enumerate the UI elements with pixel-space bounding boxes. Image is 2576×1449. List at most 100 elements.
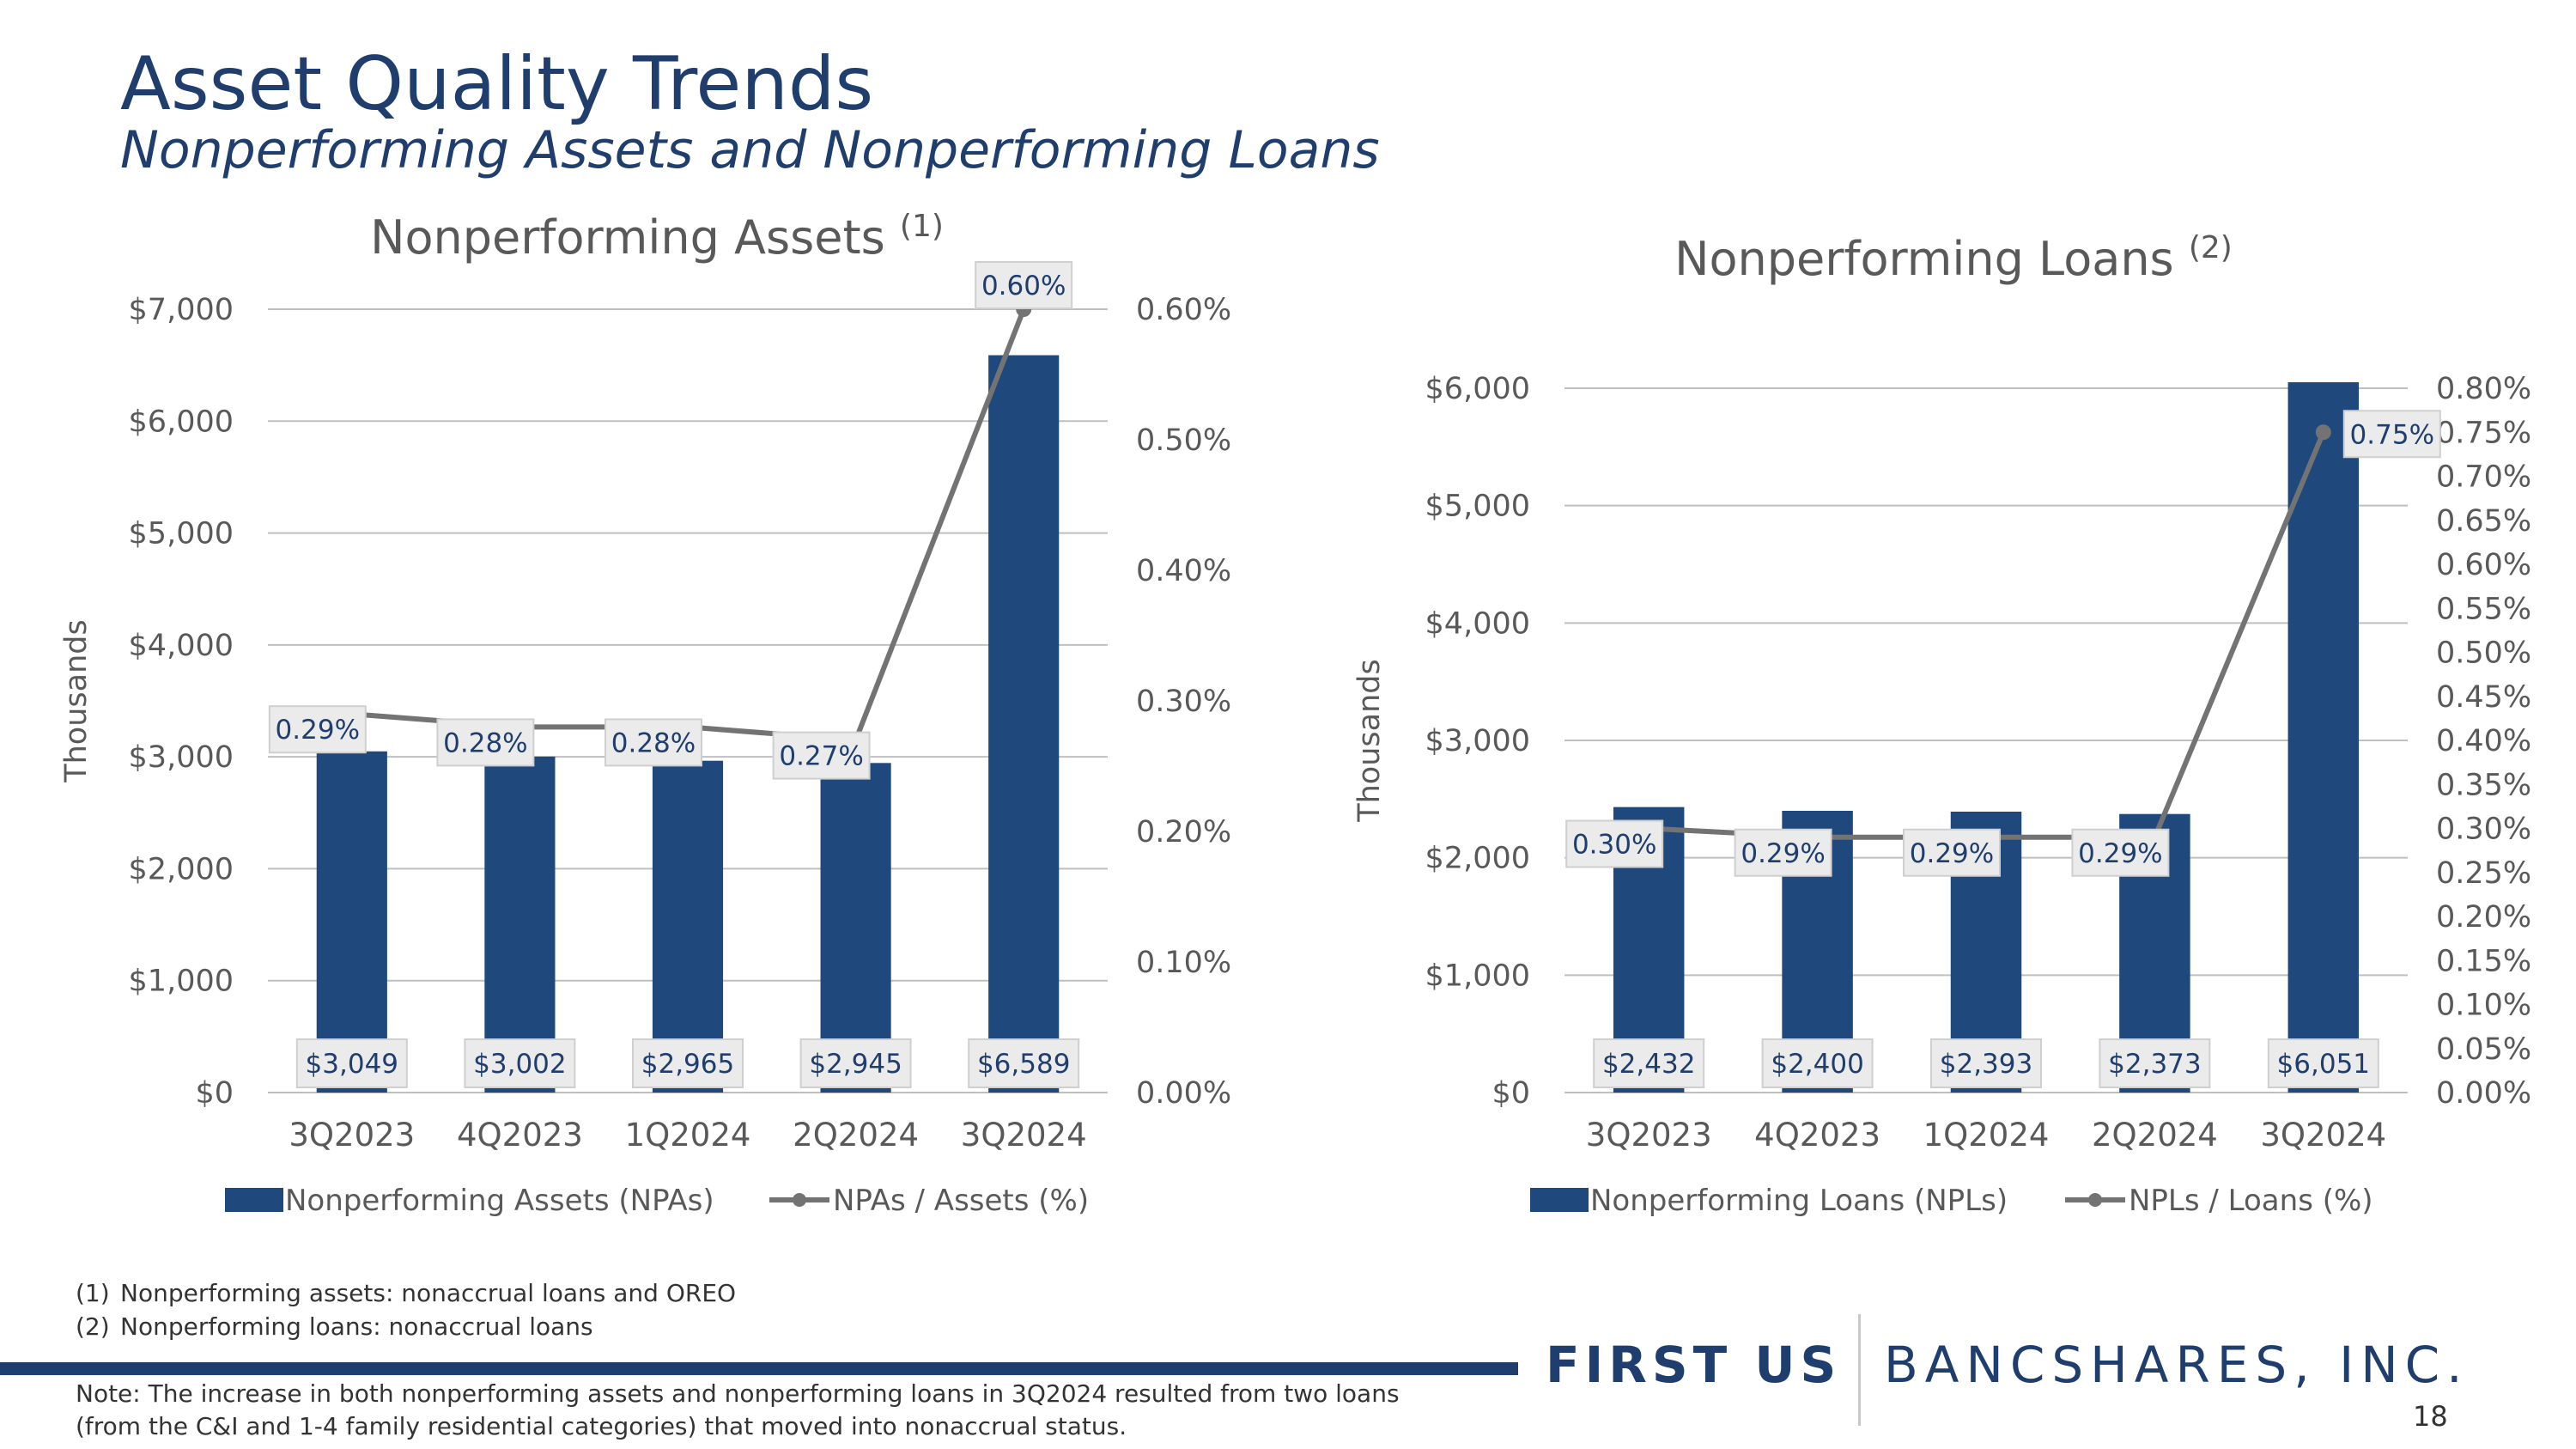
npa-bar-data-label-box xyxy=(799,1038,912,1088)
npa-legend-bar-swatch xyxy=(225,1188,283,1212)
npl-y2-tick-label: 0.30% xyxy=(2436,813,2531,847)
npa-bar-data-label: $2,945 xyxy=(809,1049,902,1080)
npa-y-tick-label: $5,000 xyxy=(129,517,234,551)
npl-line-point xyxy=(2315,424,2331,441)
npa-bar xyxy=(484,756,556,1093)
npl-bar-data-label-box xyxy=(2099,1038,2211,1088)
npl-y2-tick-label: 0.80% xyxy=(2436,372,2531,406)
npl-x-tick-label: 3Q2024 xyxy=(2260,1117,2386,1154)
npl-legend-bar-label: Nonperforming Loans (NPLs) xyxy=(1590,1184,2008,1218)
npa-bar-data-label-box xyxy=(295,1038,408,1088)
footer-divider xyxy=(0,1362,1518,1375)
npa-y-tick-label: $0 xyxy=(195,1076,234,1111)
npl-legend-line-marker xyxy=(2088,1193,2102,1207)
npl-y2-tick-label: 0.65% xyxy=(2436,504,2531,539)
npl-y-tick-label: $1,000 xyxy=(1425,959,1530,993)
npa-title-sup: (1) xyxy=(900,209,944,244)
footnote-1-text: Nonperforming assets: nonaccrual loans a… xyxy=(120,1279,737,1307)
npl-chart: Nonperforming Loans (2) $0 $1,000 $2,000 $3,… xyxy=(1352,230,2531,1218)
npa-y-tick-label: $2,000 xyxy=(129,852,234,886)
npl-line-data-label: 0.29% xyxy=(1910,838,1994,869)
npa-x-tick-label: 3Q2024 xyxy=(961,1117,1087,1154)
npl-y-tick-label: $5,000 xyxy=(1425,490,1530,524)
npa-bar xyxy=(820,763,891,1093)
npa-x-tick-label: 4Q2023 xyxy=(457,1117,583,1154)
npa-bar xyxy=(988,355,1060,1093)
npa-line-data-label-box xyxy=(975,261,1073,309)
npl-line-data-label-box xyxy=(2342,410,2441,459)
npl-series-line xyxy=(1649,431,2326,840)
page-subtitle: Nonperforming Assets and Nonperforming L… xyxy=(120,120,1380,180)
npl-y2-tick-label: 0.10% xyxy=(2436,989,2531,1023)
npl-bar-data-label: $2,400 xyxy=(1771,1049,1863,1080)
npa-x-tick-label: 1Q2024 xyxy=(625,1117,751,1154)
npa-y2-tick-label: 0.20% xyxy=(1136,815,1231,849)
npa-line-data-label: 0.29% xyxy=(276,715,360,746)
npl-line-data-label-box xyxy=(1903,828,2001,877)
npa-line-data-label-box xyxy=(436,718,535,767)
npl-y-axis-label: Thousands xyxy=(1352,659,1387,822)
npl-title: Nonperforming Loans (2) xyxy=(1674,230,2233,286)
npl-bar-data-label-box xyxy=(2267,1038,2379,1088)
npl-y-tick-label: $2,000 xyxy=(1425,842,1530,876)
npa-y-tick-label: $7,000 xyxy=(129,293,234,327)
footnotes: (1) Nonperforming assets: nonaccrual loan… xyxy=(76,1276,736,1343)
logo-separator xyxy=(1858,1314,1861,1426)
npl-x-tick-label: 1Q2024 xyxy=(1923,1117,2050,1154)
npl-y2-tick-label: 0.60% xyxy=(2436,548,2531,582)
npl-y2-tick-label: 0.05% xyxy=(2436,1032,2531,1067)
npa-legend-bar-label: Nonperforming Assets (NPAs) xyxy=(285,1184,714,1218)
logo-bancshares: BANCSHARES, INC. xyxy=(1884,1336,2470,1394)
npa-y2-tick-label: 0.00% xyxy=(1136,1076,1231,1111)
npl-y2-tick-label: 0.35% xyxy=(2436,768,2531,802)
npa-line-data-label-box xyxy=(772,731,871,780)
npl-x-tick-label: 2Q2024 xyxy=(2092,1117,2218,1154)
npl-bar-data-label: $2,373 xyxy=(2108,1049,2201,1080)
npa-x-tick-label: 3Q2023 xyxy=(289,1117,415,1154)
npa-title: Nonperforming Assets (1) xyxy=(370,209,944,265)
footnote-2-text: Nonperforming loans: nonaccrual loans xyxy=(120,1312,593,1341)
npl-line-data-label: 0.29% xyxy=(2078,838,2162,869)
footnote-1-number: (1) xyxy=(76,1279,110,1307)
npa-y-tick-label: $4,000 xyxy=(129,629,234,663)
footer-note: Note: The increase in both nonperforming… xyxy=(76,1379,1400,1440)
npa-bar-data-label-box xyxy=(968,1038,1080,1088)
footnote-2-number: (2) xyxy=(76,1312,110,1341)
company-logo: FIRST US BANCSHARES, INC. xyxy=(1546,1314,2533,1426)
npl-y2-tick-label: 0.15% xyxy=(2436,944,2531,978)
npl-bar-data-label-box xyxy=(1761,1038,1874,1088)
page-number: 18 xyxy=(2413,1400,2448,1433)
npl-bar-data-label: $6,051 xyxy=(2277,1049,2370,1080)
npa-line-data-label: 0.28% xyxy=(443,728,527,758)
npl-y-tick-label: $6,000 xyxy=(1425,372,1530,406)
npa-line-data-label: 0.27% xyxy=(779,741,863,772)
npl-legend-bar-swatch xyxy=(1530,1188,1589,1212)
npl-bar-data-label: $2,393 xyxy=(1940,1049,2032,1080)
npa-line-data-label: 0.28% xyxy=(611,728,696,758)
npl-y-tick-label: $4,000 xyxy=(1425,606,1530,641)
npa-y2-tick-label: 0.50% xyxy=(1136,423,1231,458)
npa-bar-data-label: $3,002 xyxy=(473,1049,566,1080)
npl-y2-tick-label: 0.75% xyxy=(2436,416,2531,450)
footnote-1: (1) Nonperforming assets: nonaccrual loan… xyxy=(76,1276,736,1310)
npa-bar xyxy=(652,760,724,1093)
npl-title-text: Nonperforming Loans xyxy=(1674,232,2189,286)
npl-y-tick-label: $0 xyxy=(1492,1076,1530,1111)
logo-first-us: FIRST US xyxy=(1546,1336,1842,1394)
npa-bar-data-label-box xyxy=(632,1038,744,1088)
npl-line-data-label: 0.75% xyxy=(2350,419,2434,450)
npl-y2-tick-label: 0.55% xyxy=(2436,592,2531,626)
npa-legend-line-label: NPAs / Assets (%) xyxy=(833,1184,1089,1218)
npl-bar-data-label-box xyxy=(1930,1038,2042,1088)
npa-line-data-label-box xyxy=(605,718,702,767)
npl-x-tick-label: 3Q2023 xyxy=(1586,1117,1712,1154)
npa-y2-tick-label: 0.60% xyxy=(1136,293,1231,327)
npl-y2-tick-label: 0.00% xyxy=(2436,1076,2531,1111)
npa-bar-data-label-box xyxy=(464,1038,576,1088)
npa-y2-tick-label: 0.40% xyxy=(1136,554,1231,588)
npa-title-text: Nonperforming Assets xyxy=(370,210,900,265)
npl-bar-data-label-box xyxy=(1593,1038,1705,1088)
npl-line-data-label-box xyxy=(2071,828,2170,877)
npa-bar xyxy=(316,751,387,1093)
npa-bar-data-label: $2,965 xyxy=(641,1049,734,1080)
